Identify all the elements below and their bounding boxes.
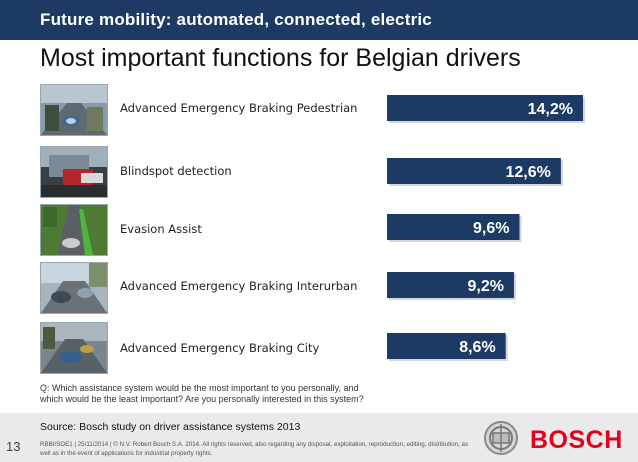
photo-blindspot (40, 146, 108, 198)
bar-value-label: 8,6% (459, 339, 495, 356)
bar-value-label: 12,6% (506, 164, 551, 181)
bar-value-label: 14,2% (528, 101, 573, 118)
bar-value-label: 9,6% (473, 220, 509, 237)
page-title: Most important functions for Belgian dri… (40, 44, 521, 72)
bosch-logo: BOSCH (482, 420, 632, 456)
bosch-wordmark: BOSCH (530, 426, 623, 454)
category-label: Advanced Emergency Braking Pedestrian (120, 101, 358, 115)
survey-question: Q: Which assistance system would be the … (40, 383, 364, 404)
bar (387, 158, 561, 184)
bar-value-label: 9,2% (467, 278, 503, 295)
category-label: Evasion Assist (120, 222, 202, 236)
category-label: Advanced Emergency Braking Interurban (120, 279, 358, 293)
header-banner: Future mobility: automated, connected, e… (0, 0, 638, 40)
legal-notice: RBBI/SOE1 | 25/11/2014 | © N.V. Robert B… (40, 441, 469, 457)
bar (387, 214, 520, 240)
bar (387, 95, 583, 121)
source-note: Source: Bosch study on driver assistance… (40, 421, 301, 433)
category-label: Advanced Emergency Braking City (120, 341, 320, 355)
banner-text: Future mobility: automated, connected, e… (40, 10, 432, 29)
footer: 13 Source: Bosch study on driver assista… (0, 413, 638, 462)
photo-pedestrian-braking (40, 84, 108, 136)
bar (387, 333, 506, 359)
bosch-armature-icon (484, 421, 518, 455)
page-number: 13 (6, 439, 21, 454)
bar (387, 272, 514, 298)
photo-city-braking (40, 322, 108, 374)
photo-evasion-assist (40, 204, 108, 256)
photo-interurban-braking (40, 262, 108, 314)
category-label: Blindspot detection (120, 164, 232, 178)
